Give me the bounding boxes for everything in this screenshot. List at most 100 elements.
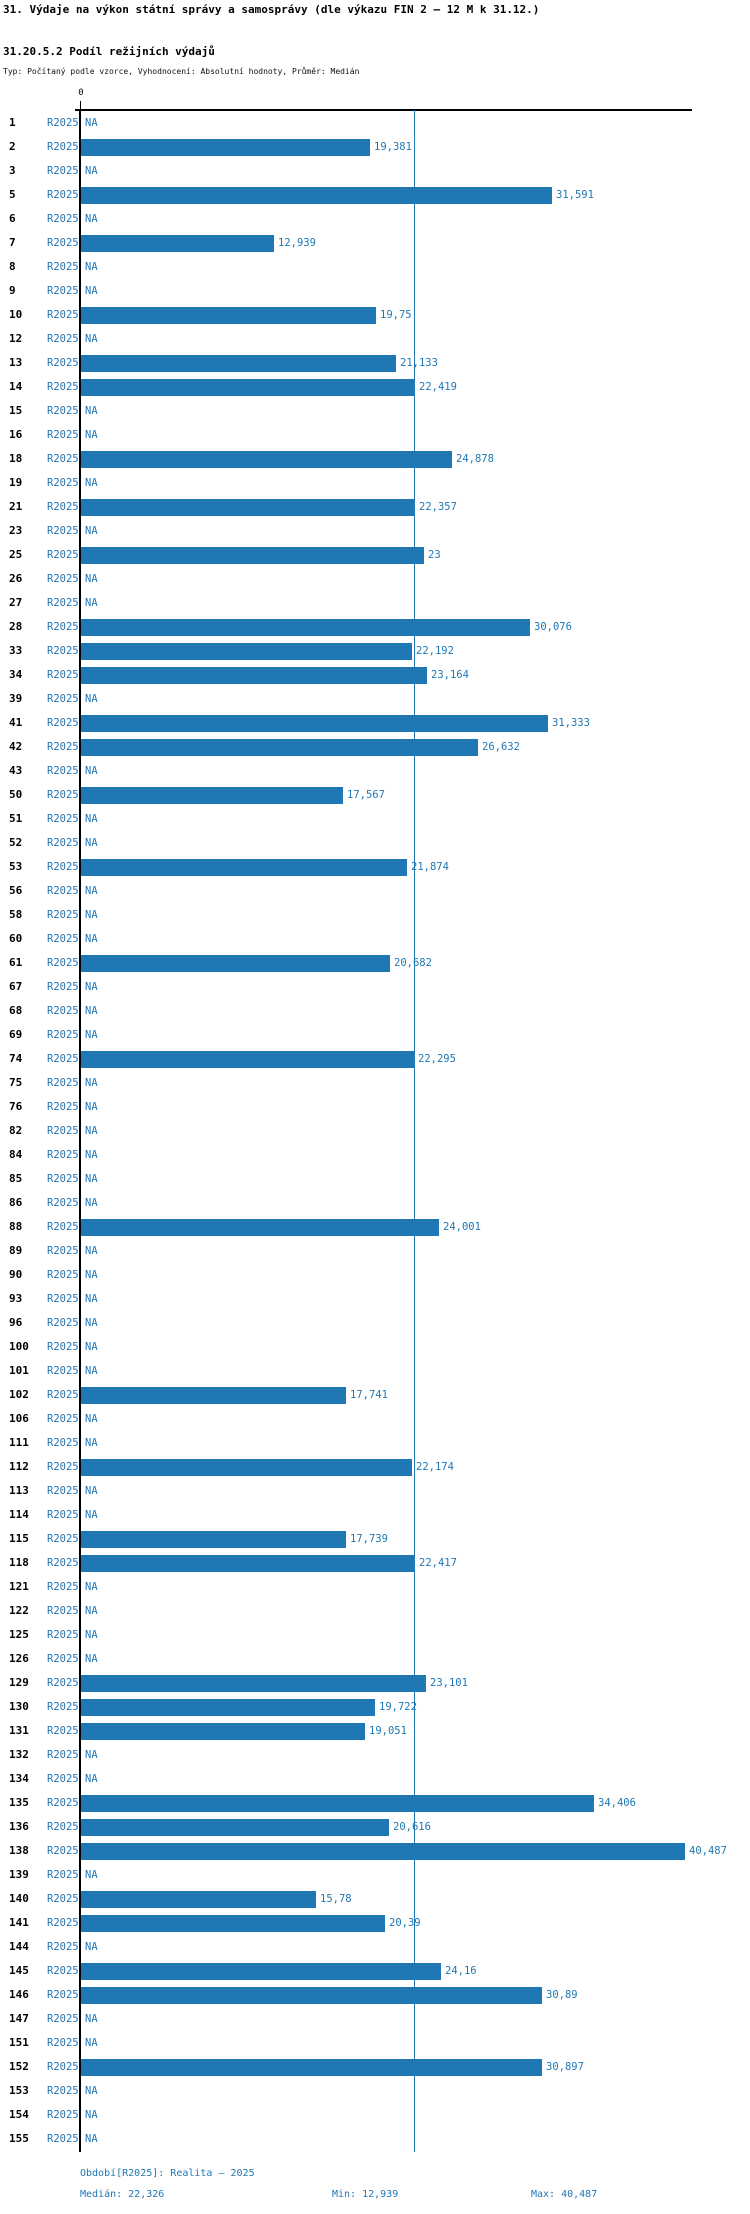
chart-row: 69 R2025 NA [0, 1023, 750, 1047]
chart-row: 84 R2025 NA [0, 1143, 750, 1167]
row-number: 34 [9, 668, 23, 681]
row-series-label: R2025 [47, 1605, 79, 1617]
na-label: NA [85, 1629, 98, 1641]
row-series-label: R2025 [47, 213, 79, 225]
bar-value-label: 17,567 [347, 789, 385, 801]
value-bar [81, 355, 396, 372]
value-bar [81, 1723, 365, 1740]
row-series-label: R2025 [47, 1869, 79, 1881]
row-series-label: R2025 [47, 1221, 79, 1233]
chart-row: 3 R2025 NA [0, 159, 750, 183]
chart-row: 113 R2025 NA [0, 1479, 750, 1503]
row-number: 122 [9, 1604, 29, 1617]
chart-row: 154 R2025 NA [0, 2103, 750, 2127]
chart-row: 125 R2025 NA [0, 1623, 750, 1647]
row-number: 113 [9, 1484, 29, 1497]
row-series-label: R2025 [47, 117, 79, 129]
na-label: NA [85, 909, 98, 921]
na-label: NA [85, 1149, 98, 1161]
row-series-label: R2025 [47, 1485, 79, 1497]
chart-row: 146 R2025 30,89 [0, 1983, 750, 2007]
y-axis-line [79, 109, 81, 2152]
na-label: NA [85, 1029, 98, 1041]
row-series-label: R2025 [47, 1101, 79, 1113]
chart-row: 121 R2025 NA [0, 1575, 750, 1599]
value-bar [81, 1915, 385, 1932]
chart-row: 42 R2025 26,632 [0, 735, 750, 759]
row-number: 25 [9, 548, 23, 561]
row-number: 82 [9, 1124, 23, 1137]
value-bar [81, 1531, 346, 1548]
bar-value-label: 22,357 [419, 501, 457, 513]
bar-value-label: 21,133 [400, 357, 438, 369]
row-series-label: R2025 [47, 1437, 79, 1449]
row-series-label: R2025 [47, 357, 79, 369]
chart-row: 100 R2025 NA [0, 1335, 750, 1359]
chart-row: 153 R2025 NA [0, 2079, 750, 2103]
chart-row: 131 R2025 19,051 [0, 1719, 750, 1743]
row-number: 58 [9, 908, 23, 921]
row-number: 93 [9, 1292, 23, 1305]
row-number: 2 [9, 140, 16, 153]
row-number: 69 [9, 1028, 23, 1041]
row-number: 86 [9, 1196, 23, 1209]
bar-value-label: 12,939 [278, 237, 316, 249]
na-label: NA [85, 2085, 98, 2097]
row-series-label: R2025 [47, 957, 79, 969]
row-number: 12 [9, 332, 23, 345]
na-label: NA [85, 429, 98, 441]
bar-value-label: 40,487 [689, 1845, 727, 1857]
chart-row: 14 R2025 22,419 [0, 375, 750, 399]
row-series-label: R2025 [47, 1173, 79, 1185]
row-series-label: R2025 [47, 813, 79, 825]
row-series-label: R2025 [47, 1413, 79, 1425]
bar-value-label: 24,001 [443, 1221, 481, 1233]
value-bar [81, 1675, 426, 1692]
value-bar [81, 1819, 389, 1836]
chart-row: 76 R2025 NA [0, 1095, 750, 1119]
row-number: 131 [9, 1724, 29, 1737]
bar-value-label: 31,333 [552, 717, 590, 729]
chart-row: 34 R2025 23,164 [0, 663, 750, 687]
na-label: NA [85, 165, 98, 177]
chart-row: 23 R2025 NA [0, 519, 750, 543]
value-bar [81, 1219, 439, 1236]
row-series-label: R2025 [47, 1197, 79, 1209]
chart-row: 43 R2025 NA [0, 759, 750, 783]
chart-row: 101 R2025 NA [0, 1359, 750, 1383]
footer-min: Min: 12,939 [332, 2189, 399, 2200]
value-bar [81, 307, 376, 324]
row-number: 43 [9, 764, 23, 777]
chart-row: 16 R2025 NA [0, 423, 750, 447]
value-bar [81, 859, 407, 876]
na-label: NA [85, 1749, 98, 1761]
value-bar [81, 1699, 375, 1716]
row-series-label: R2025 [47, 477, 79, 489]
na-label: NA [85, 1605, 98, 1617]
chart-row: 15 R2025 NA [0, 399, 750, 423]
na-label: NA [85, 1485, 98, 1497]
chart-row: 141 R2025 20,39 [0, 1911, 750, 1935]
na-label: NA [85, 1317, 98, 1329]
chart-row: 129 R2025 23,101 [0, 1671, 750, 1695]
row-number: 39 [9, 692, 23, 705]
chart-row: 151 R2025 NA [0, 2031, 750, 2055]
row-series-label: R2025 [47, 981, 79, 993]
value-bar [81, 1795, 594, 1812]
row-series-label: R2025 [47, 2085, 79, 2097]
row-number: 67 [9, 980, 23, 993]
row-series-label: R2025 [47, 1245, 79, 1257]
row-number: 100 [9, 1340, 29, 1353]
row-series-label: R2025 [47, 693, 79, 705]
chart-row: 89 R2025 NA [0, 1239, 750, 1263]
value-bar [81, 1387, 346, 1404]
value-bar [81, 787, 343, 804]
row-number: 102 [9, 1388, 29, 1401]
row-series-label: R2025 [47, 1029, 79, 1041]
row-number: 140 [9, 1892, 29, 1905]
row-number: 125 [9, 1628, 29, 1641]
na-label: NA [85, 2037, 98, 2049]
bar-value-label: 21,874 [411, 861, 449, 873]
na-label: NA [85, 1173, 98, 1185]
row-number: 15 [9, 404, 23, 417]
